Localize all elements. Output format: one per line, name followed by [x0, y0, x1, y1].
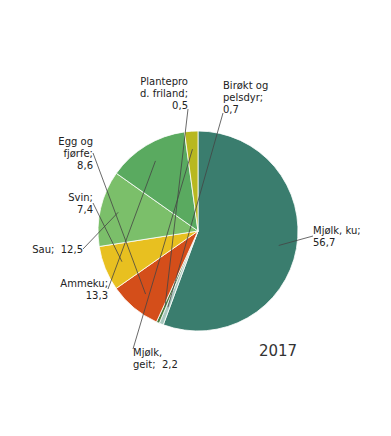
html-text:2017: 2017	[258, 342, 298, 360]
svg-text:Sau; 12,5: Sau; 12,5	[32, 244, 83, 255]
svg-text:Mjølk,geit; 2,2: Mjølk,geit; 2,2	[133, 347, 178, 370]
svg-text:Ammeku;13,3: Ammeku;13,3	[60, 278, 108, 301]
svg-text:Birøkt ogpelsdyr;0,7: Birøkt ogpelsdyr;0,7	[223, 80, 268, 115]
svg-text:Planteprod. friland;0,5: Planteprod. friland;0,5	[140, 76, 188, 111]
svg-text:Egg ogfjørfe;8,6: Egg ogfjørfe;8,6	[58, 136, 93, 171]
svg-text:Mjølk, ku;56,7: Mjølk, ku;56,7	[313, 225, 361, 248]
svg-text:Svin;7,4: Svin;7,4	[68, 192, 93, 215]
